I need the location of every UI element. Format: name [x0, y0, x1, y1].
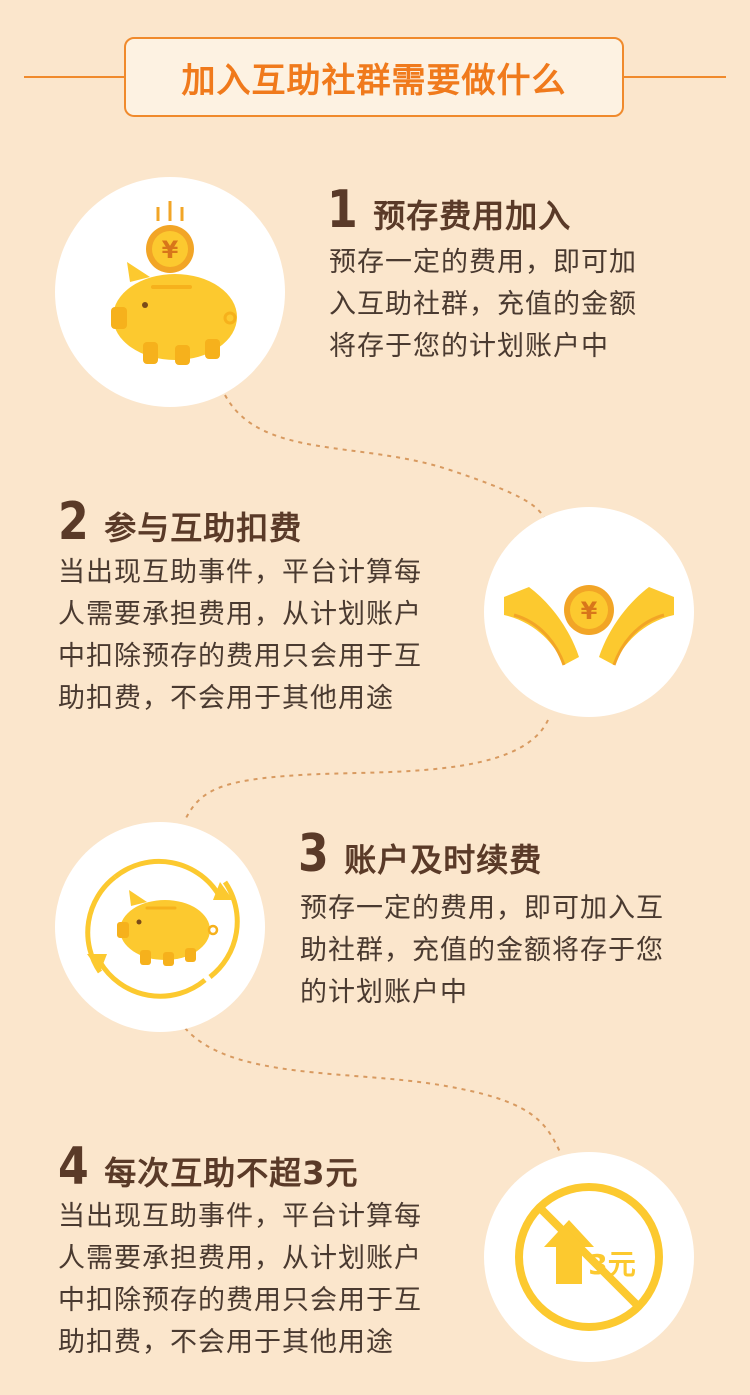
- step1-number: 1: [327, 180, 358, 240]
- hands-coin-icon: ¥: [504, 585, 674, 666]
- step3-number: 3: [298, 824, 329, 884]
- step1-icon-circle: ¥: [55, 177, 285, 407]
- step4-description: 当出现互助事件，平台计算每 人需要承担费用，从计划账户 中扣除预存的费用只会用于…: [58, 1201, 422, 1358]
- step3-title: 3 账户及时续费: [298, 824, 542, 884]
- step1-title: 1 预存费用加入: [327, 180, 571, 240]
- step1-description: 预存一定的费用，即可加 入互助社群，充值的金额 将存于您的计划账户中: [329, 247, 637, 362]
- step3-heading: 账户及时续费: [344, 841, 543, 879]
- step2-heading: 参与互助扣费: [104, 509, 303, 547]
- no-increase-3yuan-icon: 3元: [515, 1183, 663, 1331]
- header-line-right: [624, 76, 726, 78]
- step2-number: 2: [58, 492, 89, 552]
- step3-icon-circle: [55, 822, 265, 1032]
- page-title: 加入互助社群需要做什么: [181, 60, 567, 101]
- coin-yen-symbol: ¥: [581, 597, 598, 625]
- step2-title: 2 参与互助扣费: [58, 492, 302, 552]
- header-line-left: [24, 76, 126, 78]
- step4-heading: 每次互助不超3元: [104, 1154, 359, 1192]
- step4-icon-circle: 3元: [484, 1152, 694, 1362]
- coin-yen-symbol: ¥: [162, 236, 179, 264]
- header-title-box: 加入互助社群需要做什么: [124, 37, 624, 117]
- step4-number: 4: [58, 1137, 89, 1197]
- piggy-bank-coin-icon: ¥: [111, 201, 237, 365]
- step2-description: 当出现互助事件，平台计算每 人需要承担费用，从计划账户 中扣除预存的费用只会用于…: [58, 557, 422, 714]
- step4-title: 4 每次互助不超3元: [58, 1137, 358, 1197]
- step1-heading: 预存费用加入: [373, 197, 572, 235]
- step2-icon-circle: ¥: [484, 507, 694, 717]
- piggy-bank-refresh-icon: [85, 858, 240, 999]
- step3-description: 预存一定的费用，即可加入互 助社群，充值的金额将存于您 的计划账户中: [300, 893, 664, 1008]
